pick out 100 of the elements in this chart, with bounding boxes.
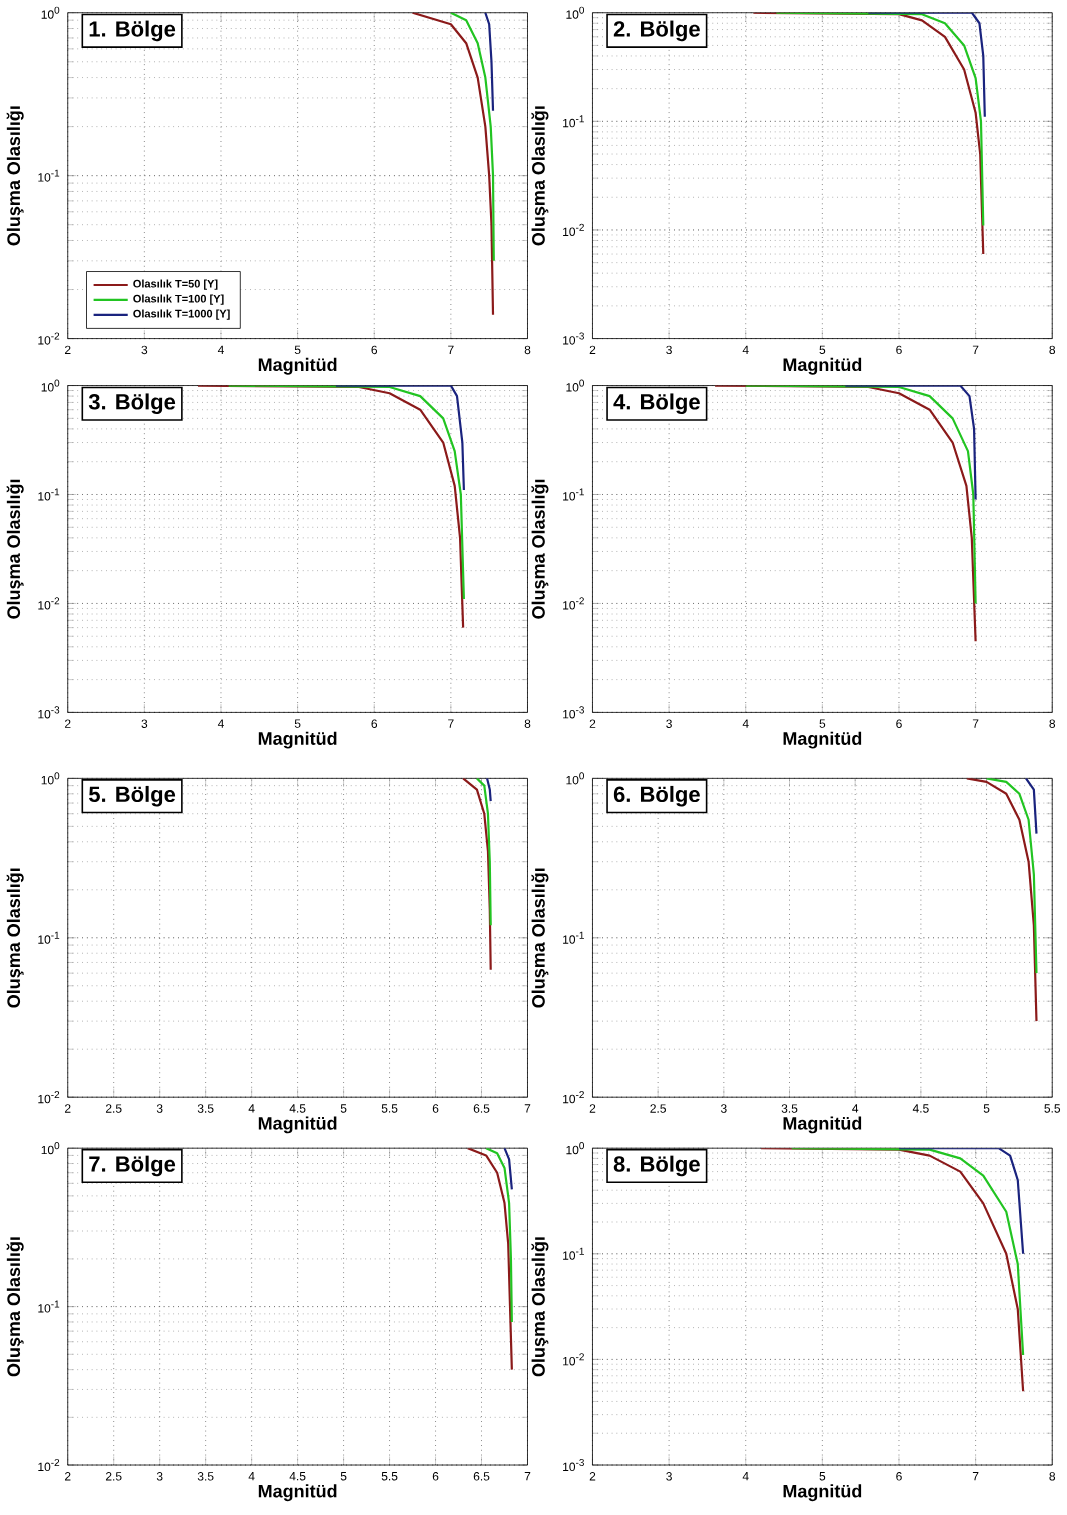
x-axis-title: Magnitüd	[783, 1484, 862, 1502]
legend-label: Olasılık T=50 [Y]	[133, 279, 218, 290]
x-tick-label: 4.5	[289, 1472, 306, 1481]
x-axis-title: Magnitüd	[258, 1116, 337, 1134]
y-tick-label: 10$^{-2}$	[562, 597, 584, 610]
x-tick-label: 2	[589, 719, 596, 728]
x-tick-label: 7	[448, 719, 454, 728]
x-tick-label: 3	[666, 1472, 672, 1481]
line-series	[461, 778, 492, 971]
x-tick-label: 5	[819, 719, 826, 728]
x-axis-title: Magnitüd	[258, 1484, 337, 1502]
x-tick-label: 8	[524, 345, 531, 355]
x-tick-label: 5	[819, 1472, 826, 1481]
y-tick-label: 10$^{-2}$	[562, 1091, 584, 1104]
x-tick-label: 3	[720, 1104, 727, 1113]
line-series	[965, 778, 1038, 1023]
line-series	[775, 12, 985, 227]
y-tick-label: 10$^{-2}$	[38, 597, 60, 610]
y-tick-label: 10$^{-3}$	[38, 706, 60, 719]
line-series	[484, 12, 494, 112]
y-axis-title: Oluşma Olasılığı	[531, 106, 549, 246]
line-series	[744, 385, 977, 605]
y-tick-label: 10$^{-2}$	[38, 1458, 60, 1472]
x-tick-label: 5	[294, 345, 301, 355]
x-tick-label: 5.5	[381, 1104, 398, 1113]
x-tick-label: 3	[141, 719, 148, 728]
x-tick-label: 3	[141, 345, 148, 355]
x-tick-label: 8	[1049, 1472, 1055, 1481]
x-tick-label: 7	[448, 345, 454, 354]
x-tick-label: 7	[972, 1472, 979, 1481]
x-tick-label: 6	[896, 345, 902, 355]
x-tick-label: 2	[64, 345, 71, 355]
x-tick-label: 5	[294, 719, 301, 728]
y-axis-title: Oluşma Olasılığı	[6, 479, 24, 619]
y-tick-label: 10$^{0}$	[41, 6, 60, 19]
line-series	[227, 385, 465, 601]
y-tick-label: 10$^{-3}$	[562, 332, 584, 345]
line-series	[867, 12, 986, 118]
x-tick-label: 2	[589, 1104, 596, 1113]
y-tick-label: 10$^{0}$	[41, 1142, 60, 1155]
y-tick-label: 10$^{-1}$	[38, 488, 60, 501]
y-tick-label: 10$^{-1}$	[562, 931, 584, 944]
chart-title: 5. Bölge	[88, 785, 176, 807]
y-tick-label: 10$^{0}$	[566, 772, 584, 785]
chart-title: 3. Bölge	[88, 393, 176, 415]
chart-title: 1. Bölge	[89, 20, 176, 42]
x-tick-label: 3.5	[197, 1472, 214, 1481]
y-tick-label: 10$^{-2}$	[562, 223, 584, 237]
x-tick-label: 6.5	[473, 1104, 490, 1113]
x-tick-label: 5.5	[1044, 1104, 1060, 1113]
x-tick-label: 7	[972, 345, 979, 354]
x-tick-label: 5	[340, 1104, 347, 1113]
x-tick-label: 2.5	[650, 1104, 666, 1113]
x-tick-label: 8	[524, 719, 531, 728]
x-tick-label: 5	[983, 1104, 990, 1113]
line-series	[484, 1148, 513, 1324]
x-tick-label: 4	[248, 1472, 255, 1481]
x-tick-label: 3	[156, 1104, 163, 1113]
x-tick-label: 2.5	[105, 1472, 122, 1481]
x-tick-label: 4	[217, 345, 224, 354]
y-tick-label: 10$^{-1}$	[562, 1247, 584, 1260]
line-series	[475, 778, 492, 927]
x-tick-label: 7	[524, 1472, 531, 1481]
y-tick-label: 10$^{0}$	[566, 6, 584, 19]
x-tick-label: 6.5	[473, 1472, 490, 1481]
x-tick-label: 3	[156, 1472, 163, 1481]
x-axis-title: Magnitüd	[258, 357, 337, 375]
chart-title: 4. Bölge	[613, 393, 700, 415]
line-series	[449, 12, 495, 262]
y-axis-title: Oluşma Olasılığı	[531, 1237, 549, 1377]
x-tick-label: 3.5	[197, 1104, 214, 1113]
x-tick-label: 6	[896, 719, 902, 728]
x-tick-label: 5.5	[381, 1472, 398, 1481]
line-series	[985, 778, 1038, 975]
x-tick-label: 8	[1049, 719, 1055, 728]
x-axis-title: Magnitüd	[783, 357, 862, 375]
x-tick-label: 4	[217, 719, 224, 728]
x-tick-label: 2	[64, 1104, 71, 1113]
y-axis-title: Oluşma Olasılığı	[6, 106, 24, 246]
x-tick-label: 6	[371, 345, 377, 355]
x-tick-label: 6	[432, 1104, 439, 1113]
x-tick-label: 3.5	[781, 1104, 798, 1113]
x-tick-label: 8	[1049, 345, 1055, 355]
y-tick-label: 10$^{-2}$	[562, 1353, 584, 1366]
x-tick-label: 2	[589, 1472, 596, 1481]
x-tick-label: 4	[742, 719, 749, 728]
y-tick-label: 10$^{-2}$	[38, 332, 60, 345]
x-tick-label: 4	[852, 1104, 859, 1113]
x-tick-label: 2	[589, 345, 596, 354]
y-tick-label: 10$^{0}$	[41, 379, 60, 392]
y-tick-label: 10$^{-1}$	[38, 931, 60, 944]
x-tick-label: 3	[666, 719, 672, 728]
chart-title: 8. Bölge	[613, 1155, 700, 1177]
chart-title: 2. Bölge	[613, 20, 700, 42]
x-tick-label: 4.5	[912, 1104, 929, 1113]
y-tick-label: 10$^{-3}$	[562, 706, 584, 719]
x-axis-title: Magnitüd	[783, 1116, 862, 1134]
y-tick-label: 10$^{-1}$	[38, 169, 60, 182]
x-tick-label: 5	[819, 345, 826, 354]
y-tick-label: 10$^{-3}$	[562, 1458, 584, 1472]
